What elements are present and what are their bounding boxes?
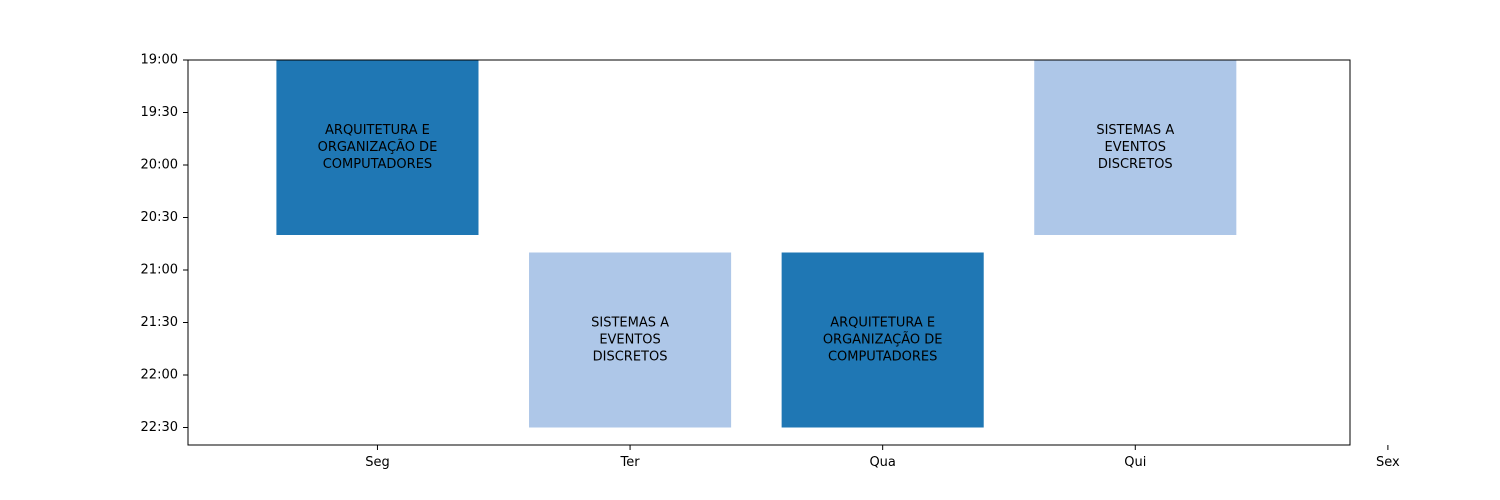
plot-frame bbox=[187, 59, 1351, 446]
event-bar bbox=[276, 60, 479, 235]
event-label-line: ORGANIZAÇÃO DE bbox=[823, 332, 943, 348]
event-label-line: ARQUITETURA E bbox=[325, 123, 430, 138]
event-label: SISTEMAS A EVENTOS DISCRETOS bbox=[1096, 123, 1174, 172]
x-tick-label: Ter bbox=[620, 455, 641, 470]
y-tick-label: 22:00 bbox=[141, 368, 178, 383]
y-tick-label: 20:30 bbox=[141, 210, 178, 225]
x-tick-label: Seg bbox=[365, 455, 390, 470]
y-tick-label: 19:00 bbox=[141, 53, 178, 68]
event-label-line: DISCRETOS bbox=[1098, 157, 1173, 172]
event-bar bbox=[781, 252, 984, 428]
y-tick-label: 20:00 bbox=[141, 158, 178, 173]
event-bar bbox=[529, 252, 732, 428]
labels-layer: ARQUITETURA E ORGANIZAÇÃO DE COMPUTADORESS… bbox=[318, 123, 1175, 365]
bars-layer bbox=[276, 60, 1237, 428]
event-label-line: EVENTOS bbox=[599, 333, 660, 348]
event-label-line: SISTEMAS A bbox=[1096, 123, 1174, 138]
event-label-line: DISCRETOS bbox=[593, 350, 668, 365]
event-bar bbox=[1034, 60, 1237, 235]
y-tick-label: 21:00 bbox=[141, 263, 178, 278]
event-label: SISTEMAS A EVENTOS DISCRETOS bbox=[591, 316, 669, 365]
x-tick-label: Sex bbox=[1376, 455, 1400, 470]
x-tick-label: Qua bbox=[869, 455, 895, 470]
event-label-line: COMPUTADORES bbox=[828, 350, 937, 365]
event-label-line: COMPUTADORES bbox=[323, 157, 432, 172]
event-label-line: ORGANIZAÇÃO DE bbox=[318, 139, 438, 155]
axes-layer: 19:00 19:30 20:00 20:30 21:00 21:30 22:00 22:30… bbox=[141, 53, 1401, 471]
y-tick-label: 22:30 bbox=[141, 420, 178, 435]
x-tick-label: Qui bbox=[1124, 455, 1146, 470]
event-label-line: EVENTOS bbox=[1105, 140, 1166, 155]
event-label: ARQUITETURA E ORGANIZAÇÃO DE COMPUTADORES bbox=[318, 123, 438, 172]
event-label-line: SISTEMAS A bbox=[591, 316, 669, 331]
y-tick-label: 19:30 bbox=[141, 105, 178, 120]
y-tick-label: 21:30 bbox=[141, 315, 178, 330]
event-label-line: ARQUITETURA E bbox=[830, 316, 935, 331]
event-label: ARQUITETURA E ORGANIZAÇÃO DE COMPUTADORES bbox=[823, 316, 943, 365]
